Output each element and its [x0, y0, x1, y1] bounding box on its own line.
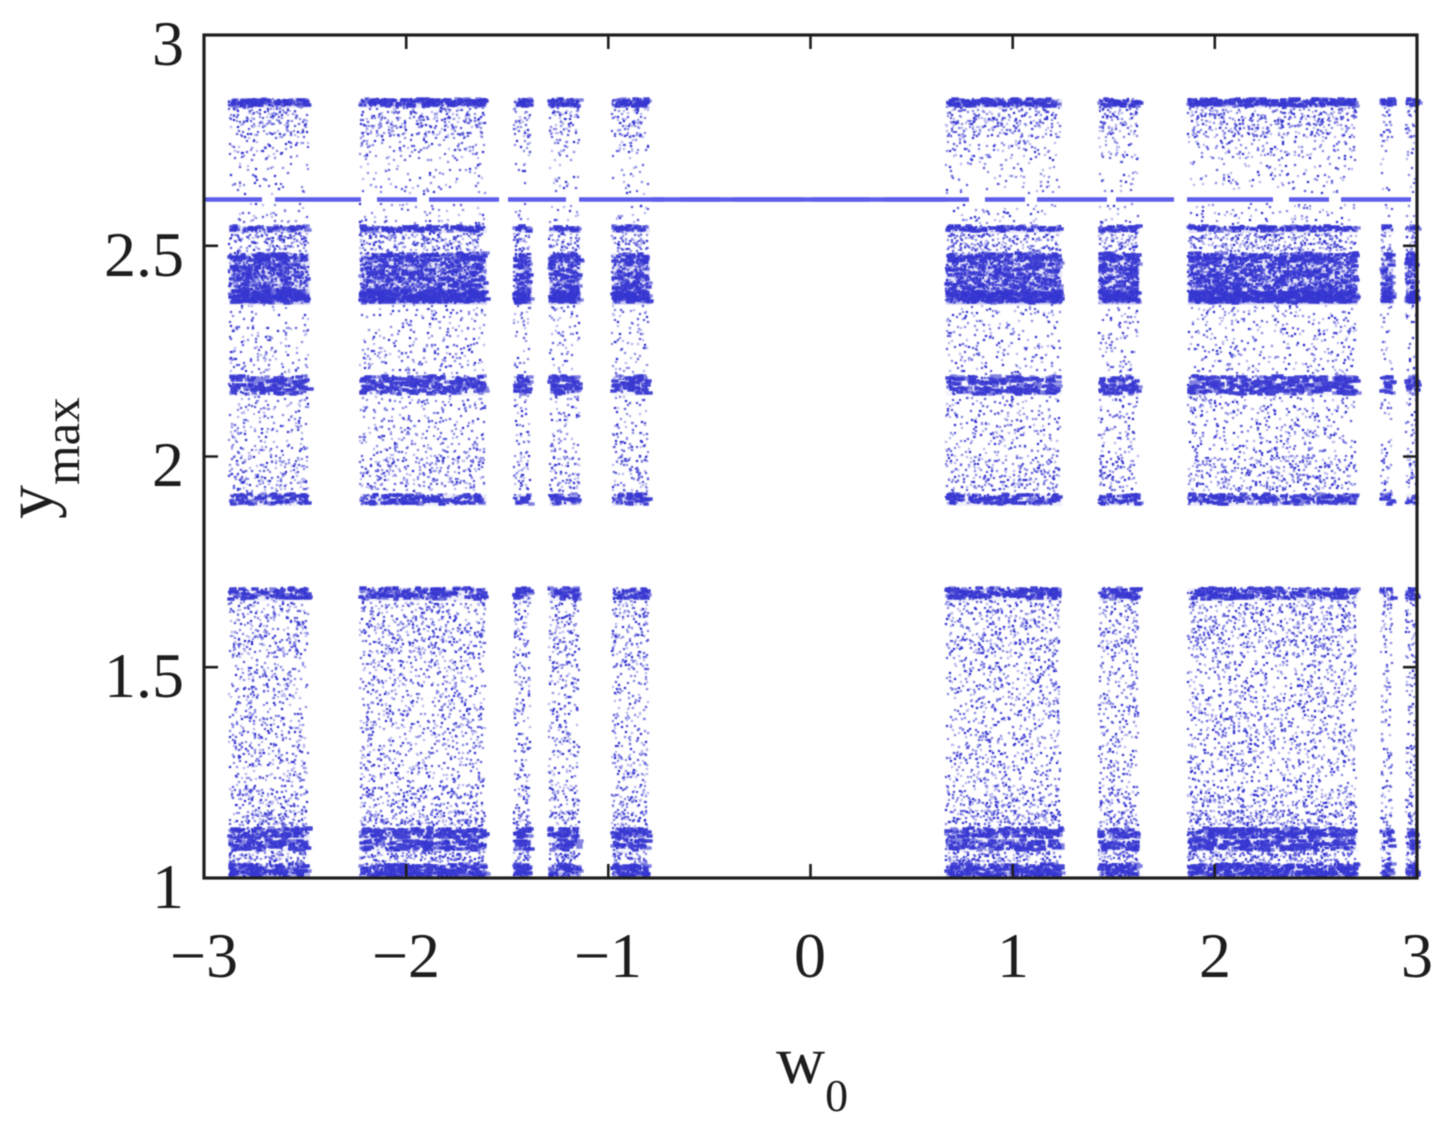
svg-text:3: 3 [1401, 920, 1433, 991]
svg-text:1: 1 [997, 920, 1029, 991]
svg-text:2: 2 [152, 429, 184, 500]
svg-text:1: 1 [152, 851, 184, 922]
svg-text:0: 0 [794, 920, 826, 991]
svg-text:1.5: 1.5 [104, 640, 184, 711]
svg-text:2: 2 [1199, 920, 1231, 991]
svg-text:3: 3 [152, 8, 184, 79]
svg-text:−3: −3 [170, 920, 238, 991]
svg-text:−1: −1 [574, 920, 642, 991]
svg-text:2.5: 2.5 [104, 219, 184, 290]
svg-text:−2: −2 [372, 920, 440, 991]
